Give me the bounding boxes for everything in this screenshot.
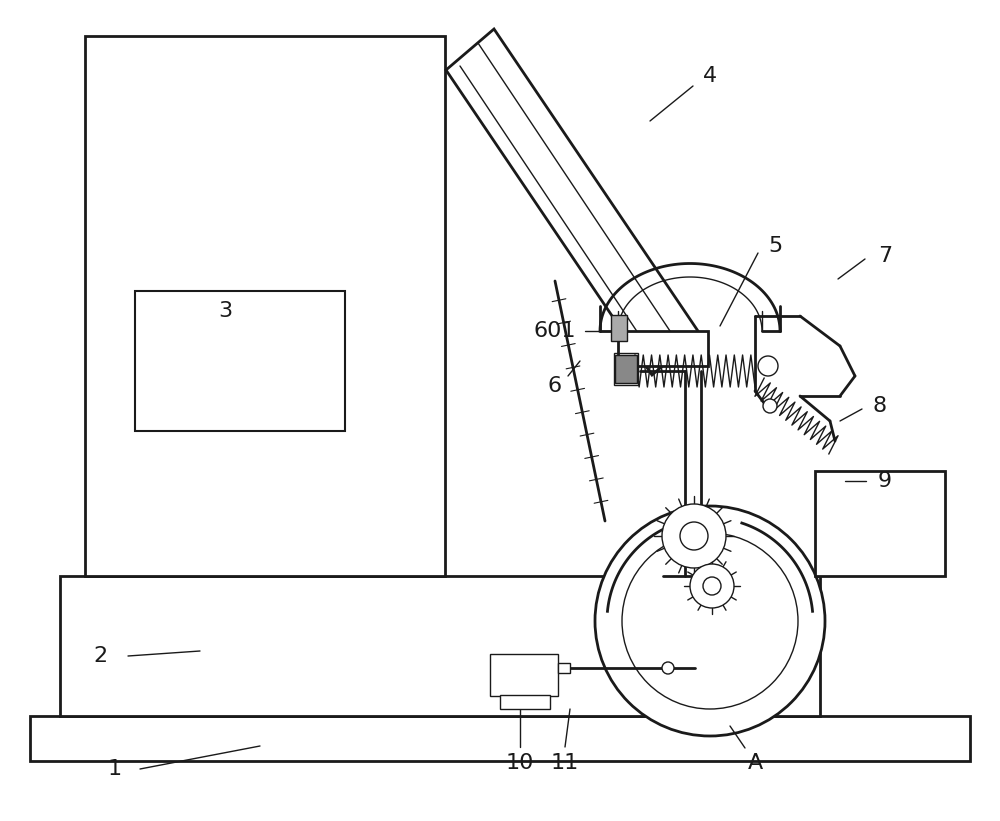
Bar — [558, 663, 570, 673]
Bar — [815, 471, 945, 576]
Bar — [618, 331, 708, 366]
Bar — [490, 654, 558, 696]
Polygon shape — [446, 29, 700, 375]
Text: 11: 11 — [551, 753, 579, 773]
Bar — [60, 576, 820, 716]
Text: 9: 9 — [878, 471, 892, 491]
Bar — [611, 315, 627, 341]
Text: A: A — [747, 753, 763, 773]
Text: 8: 8 — [873, 396, 887, 416]
Bar — [85, 36, 445, 576]
Circle shape — [680, 522, 708, 550]
Text: 601: 601 — [534, 321, 576, 341]
Circle shape — [595, 506, 825, 736]
Circle shape — [662, 504, 726, 568]
Text: 5: 5 — [768, 236, 782, 256]
Text: 4: 4 — [703, 66, 717, 86]
Circle shape — [690, 564, 734, 608]
Text: 1: 1 — [108, 759, 122, 779]
Circle shape — [662, 662, 674, 674]
Text: 10: 10 — [506, 753, 534, 773]
Text: 3: 3 — [218, 301, 232, 321]
Circle shape — [703, 577, 721, 595]
Bar — [614, 353, 638, 385]
Bar — [615, 355, 637, 383]
Circle shape — [758, 356, 778, 376]
Bar — [135, 291, 345, 431]
Text: 2: 2 — [93, 646, 107, 666]
Circle shape — [763, 399, 777, 413]
Bar — [500, 695, 550, 709]
Text: 7: 7 — [878, 246, 892, 266]
Bar — [30, 716, 970, 761]
Text: 6: 6 — [548, 376, 562, 396]
